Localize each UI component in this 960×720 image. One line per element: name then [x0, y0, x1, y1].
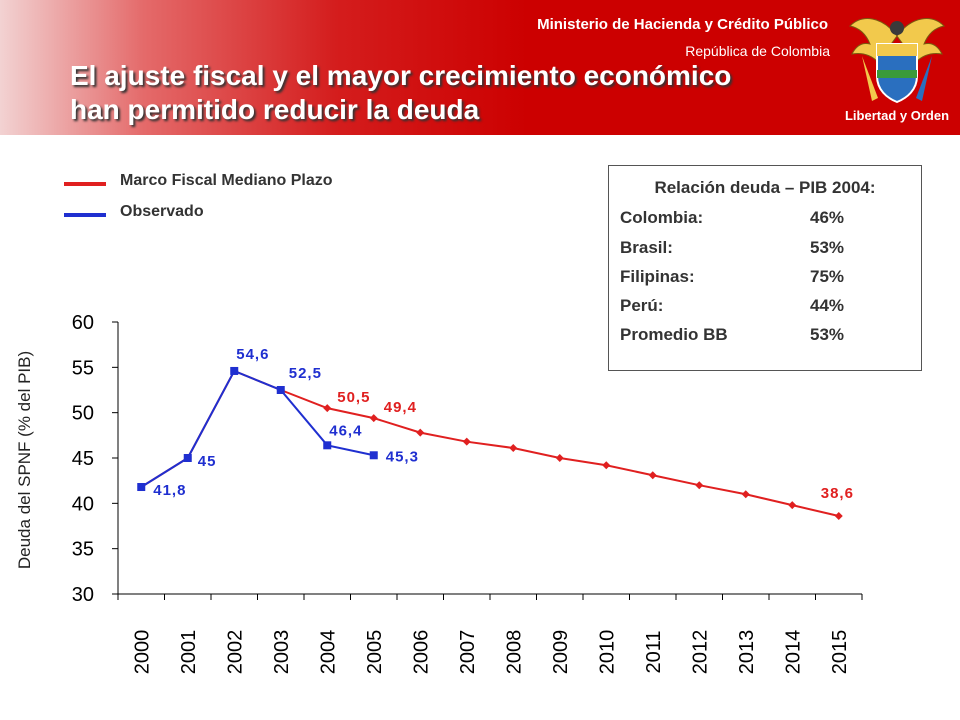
x-tick-label: 2012 [689, 630, 711, 675]
x-tick-label: 2006 [410, 630, 432, 675]
x-tick-label: 2011 [643, 630, 665, 673]
debt-ratio-row: Filipinas: 75% [620, 267, 844, 287]
y-tick-label: 35 [72, 539, 94, 561]
debt-ratio-row: Promedio BB 53% [620, 325, 844, 345]
ratio-value: 44% [810, 296, 845, 315]
data-point-marco [648, 471, 657, 480]
debt-ratio-title: Relación deuda – PIB 2004: [654, 178, 876, 197]
slide-title-line-1: El ajuste fiscal y el mayor crecimiento … [70, 60, 732, 91]
data-label: 52,5 [289, 365, 322, 382]
x-tick-label: 2003 [271, 630, 293, 675]
y-tick-label: 50 [72, 403, 94, 425]
legend-label-marco: Marco Fiscal Mediano Plazo [120, 172, 333, 189]
data-point-marco [834, 512, 843, 521]
data-point-observado [323, 441, 332, 450]
data-label: 49,4 [384, 399, 417, 416]
x-tick-label: 2004 [317, 630, 339, 675]
y-tick-label: 55 [72, 357, 94, 379]
legend-swatch-observado [64, 213, 106, 217]
y-tick-label: 60 [72, 312, 94, 334]
seal-motto: Libertad y Orden [844, 108, 950, 123]
data-label: 46,4 [329, 422, 362, 439]
x-tick-label: 2013 [736, 630, 758, 675]
data-point-marco [509, 444, 518, 453]
x-tick-label: 2008 [503, 630, 525, 675]
data-point-marco [788, 501, 797, 510]
data-label: 45,3 [386, 448, 419, 465]
coat-of-arms-icon [848, 18, 946, 104]
country: Colombia: [620, 208, 704, 227]
data-point-marco [741, 490, 750, 499]
data-point-marco [555, 454, 564, 462]
ratio-value: 53% [810, 238, 845, 257]
country: Promedio BB [620, 325, 728, 344]
country: Brasil: [620, 238, 673, 257]
y-axis-label: Deuda del SPNF (% del PIB) [15, 351, 34, 569]
header-banner [0, 0, 960, 135]
x-tick-label: 2010 [596, 630, 618, 675]
debt-ratio-row: Brasil: 53% [620, 238, 844, 258]
data-point-observado [369, 451, 378, 460]
series-line-observado [140, 369, 374, 488]
x-tick-label: 2014 [782, 630, 804, 675]
data-point-observado [183, 454, 192, 462]
republic-name: República de Colombia [685, 43, 830, 59]
y-tick-label: 45 [72, 448, 94, 470]
x-tick-label: 2000 [131, 630, 153, 675]
x-tick-label: 2009 [550, 630, 572, 675]
data-point-observado [230, 366, 239, 375]
data-label: 45 [198, 453, 217, 470]
x-tick-label: 2015 [829, 630, 851, 675]
legend-swatch-marco [64, 182, 106, 186]
data-point-marco [416, 428, 425, 437]
data-label: 38,6 [821, 485, 854, 502]
x-tick-label: 2005 [364, 630, 386, 675]
data-label: 50,5 [337, 389, 370, 406]
x-tick-label: 2001 [178, 630, 200, 675]
data-point-observado [137, 483, 146, 492]
data-point-marco [369, 414, 378, 423]
debt-ratio-box: Relación deuda – PIB 2004: Colombia: 46% … [608, 165, 922, 371]
ministry-name: Ministerio de Hacienda y Crédito Público [537, 16, 828, 33]
ratio-value: 53% [810, 325, 845, 344]
ratio-value: 46% [810, 208, 845, 227]
country: Perú: [620, 296, 664, 315]
data-point-marco [695, 481, 704, 490]
slide-title-line-2: han permitido reducir la deuda [70, 94, 480, 125]
data-point-marco [323, 404, 332, 413]
y-tick-label: 40 [72, 493, 94, 515]
x-tick-label: 2002 [224, 630, 246, 675]
legend-label-observado: Observado [120, 203, 204, 220]
data-point-marco [462, 437, 471, 446]
debt-ratio-row: Perú: 44% [620, 296, 844, 316]
country: Filipinas: [620, 267, 695, 286]
y-tick-label: 30 [72, 584, 94, 606]
data-point-observado [276, 386, 285, 394]
series-line-marco [140, 369, 839, 518]
slide-title: El ajuste fiscal y el mayor crecimiento … [70, 59, 731, 127]
ratio-value: 75% [810, 267, 845, 286]
data-label: 54,6 [236, 346, 269, 363]
data-label: 41,8 [153, 482, 186, 499]
data-point-marco [602, 461, 611, 470]
debt-ratio-row: Colombia: 46% [620, 208, 844, 228]
x-tick-label: 2007 [457, 630, 479, 675]
